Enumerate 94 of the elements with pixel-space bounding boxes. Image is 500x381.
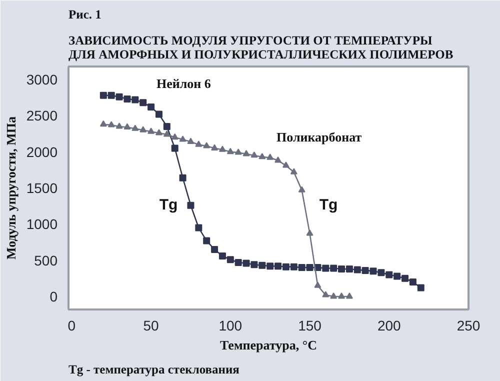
point: [409, 278, 416, 286]
point: [306, 264, 314, 272]
point: [282, 263, 290, 270]
point: [163, 123, 170, 130]
chart-subtitle: ЗАВИСИМОСТЬ МОДУЛЯ УПРУГОСТИ ОТ ТЕМПЕРАТУРЫ ДЛЯ АМОРФНЫХ И ПОЛУКРИСТАЛЛИЧЕСКИХ ПОЛИМЕРОВ: [68, 34, 454, 62]
point: [100, 92, 107, 99]
point: [234, 258, 242, 266]
point: [290, 263, 298, 270]
point: [203, 237, 210, 244]
point: [346, 292, 353, 299]
point: [155, 110, 162, 118]
point: [258, 152, 266, 160]
point: [187, 138, 194, 144]
y-tick-label: 500: [34, 252, 58, 268]
point: [203, 142, 210, 148]
point: [155, 129, 162, 136]
point: [330, 264, 338, 272]
x-tick-label: 50: [143, 318, 160, 334]
point: [218, 146, 226, 152]
point: [140, 99, 147, 106]
point: [346, 266, 353, 272]
point: [417, 284, 424, 292]
point: [274, 262, 282, 270]
point: [226, 148, 234, 154]
point: [211, 246, 218, 253]
annotation: Tg: [159, 196, 178, 214]
point: [394, 272, 401, 280]
point: [179, 136, 186, 142]
point: [195, 224, 202, 232]
point: [226, 256, 234, 264]
x-tick-label: 150: [298, 318, 322, 334]
y-tick-label: 0: [50, 288, 58, 304]
point: [124, 96, 131, 103]
point: [266, 154, 274, 160]
point: [140, 126, 147, 132]
point: [314, 282, 322, 288]
x-axis-title: Температура, °C: [220, 338, 318, 352]
point: [116, 122, 123, 129]
point: [290, 168, 298, 174]
point: [211, 144, 218, 150]
point: [132, 96, 139, 104]
point: [171, 133, 178, 140]
point: [258, 262, 266, 269]
point: [108, 121, 115, 128]
point: [322, 291, 330, 298]
point: [124, 123, 131, 130]
point: [402, 274, 409, 282]
y-tick-label: 2000: [26, 144, 58, 160]
annotation: Tg: [319, 196, 338, 214]
x-tick-label: 0: [68, 318, 76, 334]
point: [171, 144, 178, 152]
point: [338, 266, 346, 272]
point: [187, 202, 194, 209]
x-tick-label: 100: [218, 318, 242, 334]
point: [354, 266, 361, 274]
y-tick-label: 1500: [26, 180, 58, 196]
series-label: Нейлон 6: [156, 76, 212, 91]
point: [250, 151, 258, 158]
point: [378, 269, 385, 276]
point: [282, 162, 290, 168]
point: [266, 262, 274, 270]
y-axis-title: Модуль упругости, МПа: [3, 116, 18, 260]
point: [218, 252, 226, 260]
point: [298, 186, 306, 192]
point: [100, 120, 107, 127]
point: [338, 292, 346, 299]
point: [148, 128, 155, 134]
point: [108, 92, 115, 99]
point: [234, 148, 242, 155]
y-tick-label: 3000: [26, 72, 58, 88]
chart-title: Рис. 1: [68, 8, 102, 22]
x-tick-label: 200: [377, 318, 402, 334]
point: [298, 264, 306, 272]
x-tick-label: 250: [456, 318, 480, 334]
point: [195, 140, 202, 147]
point: [250, 261, 258, 268]
point: [116, 93, 123, 100]
point: [242, 150, 250, 156]
text: Tg - температура стеклования: [68, 362, 240, 376]
point: [362, 266, 369, 274]
point: [132, 124, 139, 131]
point: [148, 104, 155, 110]
point: [370, 268, 377, 275]
point: [386, 271, 393, 278]
point: [179, 174, 186, 182]
point: [322, 264, 330, 272]
y-tick-label: 1000: [26, 216, 58, 232]
point: [330, 292, 338, 299]
point: [306, 230, 314, 236]
point: [163, 130, 170, 137]
series-label: Поликарбонат: [276, 129, 362, 144]
point: [274, 156, 282, 163]
point: [242, 260, 250, 267]
y-tick-label: 2500: [26, 108, 58, 124]
